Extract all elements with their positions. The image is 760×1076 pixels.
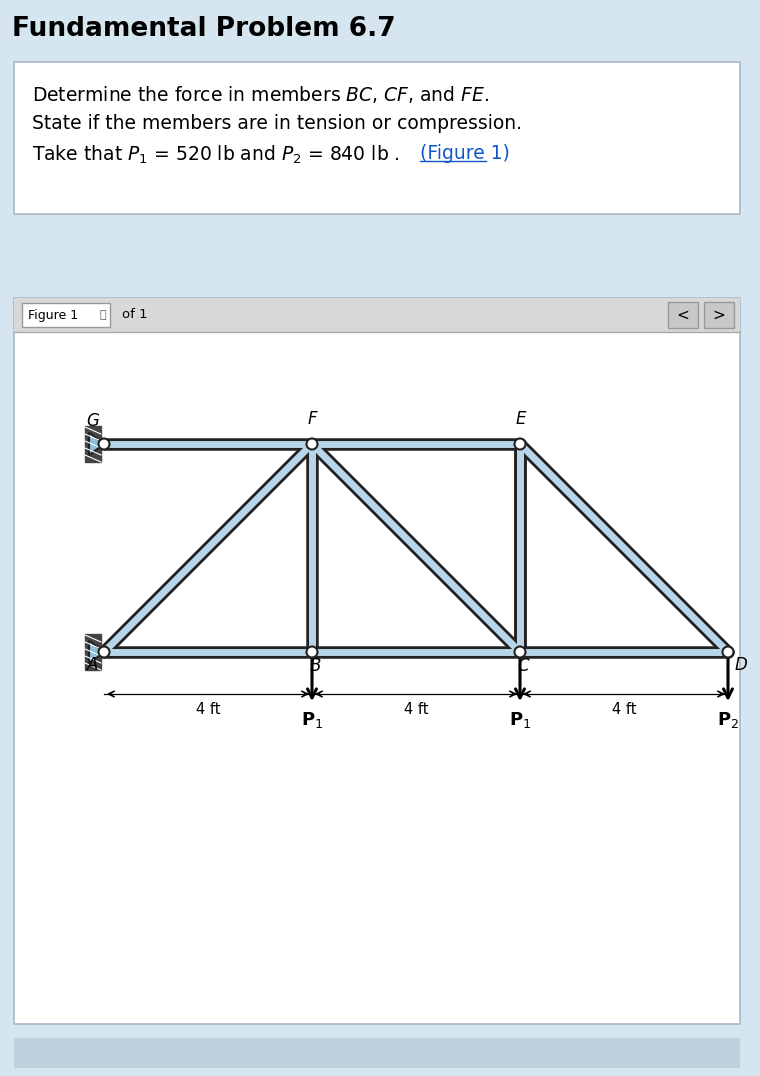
FancyBboxPatch shape: [14, 298, 740, 332]
FancyBboxPatch shape: [14, 298, 740, 1024]
Text: $\mathit{E}$: $\mathit{E}$: [515, 410, 527, 428]
Bar: [85, 426, 101, 462]
Text: 4 ft: 4 ft: [612, 702, 636, 717]
Text: ⬧: ⬧: [100, 310, 106, 320]
Text: $\mathit{A}$: $\mathit{A}$: [86, 656, 99, 674]
FancyBboxPatch shape: [22, 303, 110, 327]
Text: $\mathbf{P}_{1}$: $\mathbf{P}_{1}$: [509, 710, 531, 730]
Text: State if the members are in tension or compression.: State if the members are in tension or c…: [32, 114, 522, 133]
FancyBboxPatch shape: [14, 1038, 740, 1068]
Polygon shape: [89, 640, 104, 663]
Bar: [85, 634, 101, 670]
FancyBboxPatch shape: [668, 302, 698, 328]
Circle shape: [515, 439, 525, 450]
Circle shape: [99, 647, 109, 657]
FancyBboxPatch shape: [704, 302, 734, 328]
Text: <: <: [676, 308, 689, 323]
Text: Fundamental Problem 6.7: Fundamental Problem 6.7: [12, 16, 396, 42]
Circle shape: [515, 647, 525, 657]
Circle shape: [99, 439, 109, 450]
Text: of 1: of 1: [122, 309, 147, 322]
Circle shape: [723, 647, 733, 657]
Text: $\mathbf{P}_{2}$: $\mathbf{P}_{2}$: [717, 710, 739, 730]
Text: $\mathit{G}$: $\mathit{G}$: [86, 412, 100, 430]
FancyBboxPatch shape: [14, 62, 740, 214]
Text: >: >: [713, 308, 725, 323]
Text: $\mathit{C}$: $\mathit{C}$: [517, 657, 530, 675]
Text: $\mathit{F}$: $\mathit{F}$: [307, 410, 318, 428]
Circle shape: [306, 647, 318, 657]
Text: $\mathbf{P}_{1}$: $\mathbf{P}_{1}$: [301, 710, 323, 730]
Circle shape: [306, 439, 318, 450]
Text: Take that $\mathit{P}_1$ = 520 lb and $\mathit{P}_2$ = 840 lb .: Take that $\mathit{P}_1$ = 520 lb and $\…: [32, 144, 400, 167]
Text: 4 ft: 4 ft: [404, 702, 428, 717]
Text: Determine the force in members $\mathit{BC}$, $\mathit{CF}$, and $\mathit{FE}$.: Determine the force in members $\mathit{…: [32, 84, 489, 105]
Text: $\mathit{B}$: $\mathit{B}$: [309, 657, 321, 675]
Text: (Figure 1): (Figure 1): [420, 144, 510, 162]
Text: $\mathit{D}$: $\mathit{D}$: [734, 656, 748, 674]
Text: 4 ft: 4 ft: [196, 702, 220, 717]
Polygon shape: [89, 433, 104, 455]
Text: Figure 1: Figure 1: [28, 309, 78, 322]
